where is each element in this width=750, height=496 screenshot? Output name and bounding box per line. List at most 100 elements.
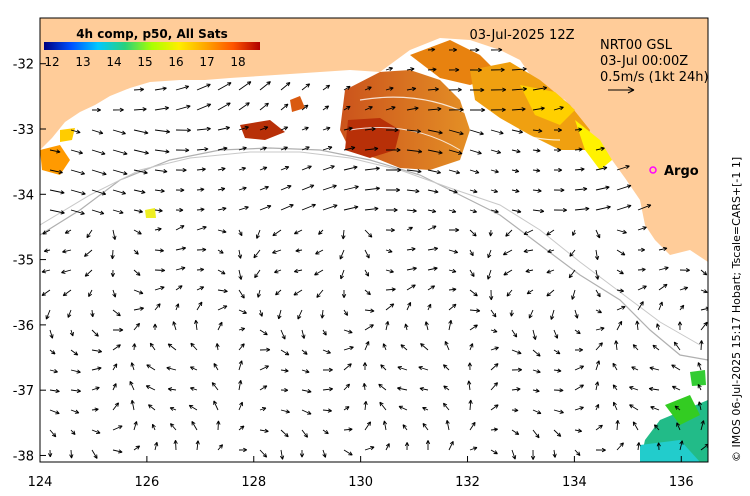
current-arrow [238, 447, 248, 453]
current-arrow [658, 283, 668, 291]
current-arrow [301, 104, 309, 111]
colorbar-tick-label: 18 [230, 55, 245, 69]
current-arrow [427, 47, 436, 52]
current-arrow [553, 349, 561, 355]
current-arrow [343, 85, 351, 91]
current-arrow [301, 369, 310, 374]
current-arrow [280, 82, 291, 91]
current-arrow [595, 146, 605, 151]
current-arrow [275, 289, 282, 296]
current-arrow [427, 303, 432, 311]
current-arrow [175, 303, 180, 311]
current-arrow [259, 385, 268, 391]
current-arrow [509, 309, 514, 317]
current-arrow [217, 269, 226, 275]
current-arrow [259, 449, 268, 458]
current-arrow [91, 407, 99, 412]
current-arrow [322, 429, 329, 435]
current-arrow [322, 449, 327, 458]
current-arrow [322, 329, 327, 336]
current-arrow [301, 203, 316, 211]
current-arrow [173, 439, 178, 451]
colorbar-tick-label: 13 [75, 55, 90, 69]
current-arrow [385, 227, 395, 233]
current-arrow [277, 309, 282, 320]
current-arrow [274, 269, 282, 274]
current-arrow [280, 166, 290, 171]
current-arrow [343, 126, 353, 131]
current-arrow [676, 422, 681, 431]
current-arrow [422, 406, 429, 411]
current-arrow [133, 269, 141, 276]
current-arrow [490, 309, 497, 318]
current-arrow [112, 149, 128, 156]
current-arrow [238, 327, 246, 332]
colorbar-title: 4h comp, p50, All Sats [76, 27, 228, 41]
current-arrow [699, 340, 704, 351]
current-arrow [594, 249, 600, 261]
current-arrow [238, 229, 243, 237]
current-arrow [343, 146, 356, 151]
current-arrow [88, 289, 93, 297]
current-arrow [595, 360, 601, 371]
current-arrow [213, 363, 219, 371]
current-arrow [217, 126, 230, 131]
current-arrow [652, 344, 660, 351]
current-arrow [470, 67, 482, 73]
current-arrow [595, 166, 608, 171]
current-arrow [468, 399, 473, 411]
current-arrow [637, 247, 646, 253]
colorbar-tick-label: 12 [44, 55, 59, 69]
current-arrow [532, 369, 541, 374]
current-arrow [169, 423, 177, 431]
current-arrow [196, 267, 205, 272]
argo-float-marker[interactable] [649, 166, 657, 174]
current-arrow [133, 129, 149, 135]
current-arrow [425, 440, 431, 450]
current-arrow [595, 309, 602, 314]
current-arrow [490, 209, 499, 214]
colorbar-tick-label: 17 [199, 55, 214, 69]
current-arrow [154, 248, 164, 253]
current-arrow [406, 266, 417, 271]
y-tick-label: -36 [13, 319, 34, 334]
current-arrow [339, 249, 345, 260]
current-arrow [448, 249, 459, 254]
current-arrow [632, 421, 639, 431]
current-arrow [523, 229, 534, 235]
current-arrow [568, 269, 576, 279]
current-arrow [486, 269, 492, 280]
current-arrow [511, 66, 527, 72]
current-arrow [469, 149, 482, 155]
current-arrow [343, 309, 349, 316]
current-arrow [637, 204, 652, 211]
y-axis: -32 -33 -34 -35 -36 -37 -38 [13, 58, 46, 464]
current-arrow [70, 349, 79, 356]
current-arrow [616, 204, 632, 211]
current-arrow [341, 290, 347, 299]
current-arrow [487, 249, 492, 259]
vector-scale-label: 0.5m/s (1kt 24h) [600, 70, 709, 85]
current-arrow [511, 408, 519, 413]
current-arrow [469, 308, 481, 313]
current-arrow [175, 207, 184, 213]
current-arrow [574, 206, 590, 211]
current-arrow [616, 442, 624, 451]
current-arrow [112, 189, 127, 195]
current-arrow [154, 268, 166, 273]
current-arrow [490, 87, 507, 92]
current-arrow [490, 67, 505, 72]
current-arrow [532, 128, 543, 133]
current-arrow [632, 344, 639, 351]
current-arrow [637, 267, 646, 272]
current-arrow [259, 146, 267, 151]
current-arrow [256, 289, 261, 298]
current-arrow [470, 47, 480, 53]
current-arrow [259, 166, 268, 171]
plot-frame [39, 17, 709, 463]
current-arrow [470, 87, 485, 93]
current-arrow [364, 341, 370, 351]
current-arrow [91, 449, 98, 459]
current-arrow [154, 188, 165, 193]
current-arrow [511, 168, 520, 173]
